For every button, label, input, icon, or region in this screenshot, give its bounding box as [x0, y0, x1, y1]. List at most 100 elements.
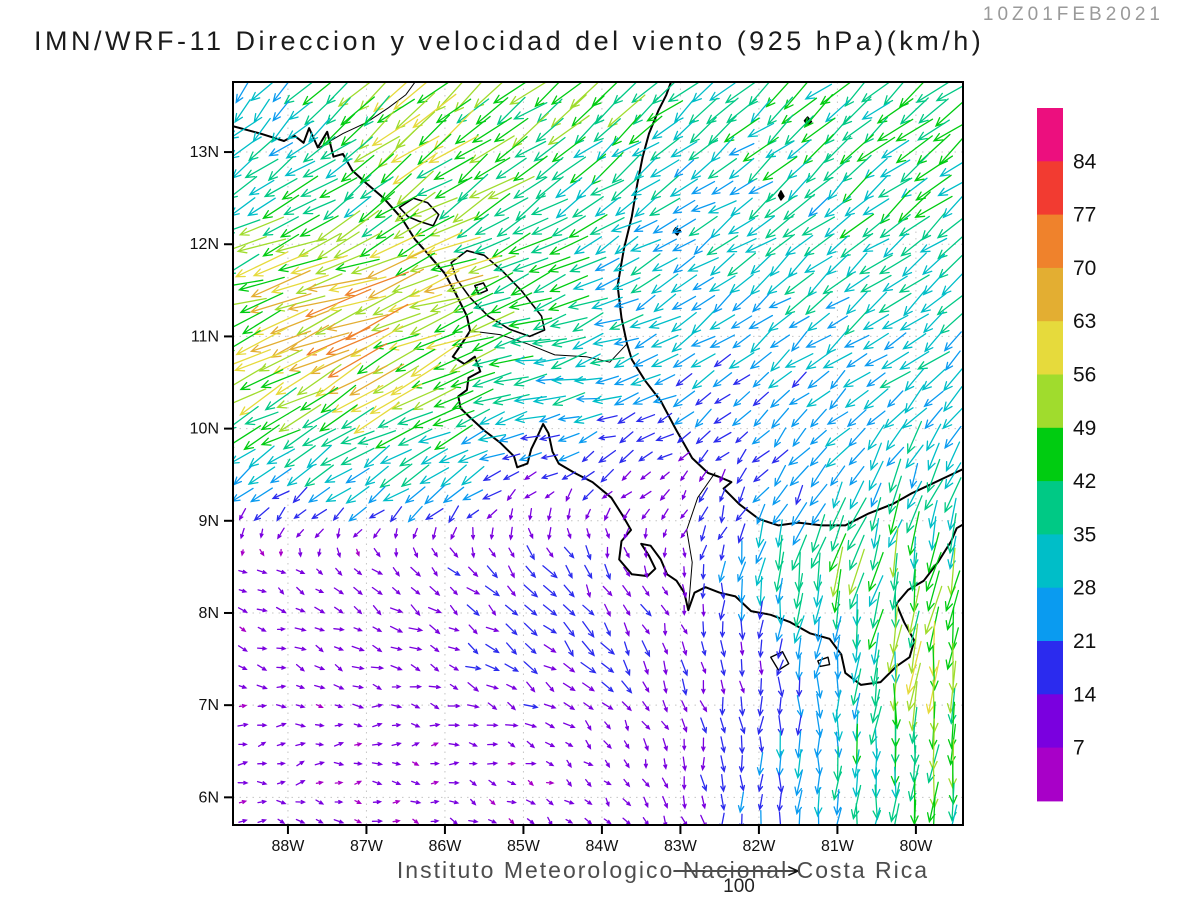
wind-arrow	[353, 606, 363, 615]
wind-arrow	[316, 568, 324, 576]
wind-arrow	[545, 741, 556, 748]
wind-arrow	[731, 410, 752, 427]
wind-arrow	[493, 334, 529, 349]
wind-arrow	[505, 723, 519, 728]
wind-arrow	[256, 684, 268, 690]
wind-arrow	[870, 482, 882, 508]
wind-arrow	[240, 549, 245, 557]
wind-arrow	[768, 297, 792, 309]
wind-arrow	[732, 334, 751, 349]
wind-arrow	[249, 487, 273, 503]
wind-arrow	[412, 761, 420, 766]
wind-arrow	[839, 134, 874, 165]
wind-arrow	[524, 643, 537, 655]
wind-arrow	[613, 337, 639, 347]
wind-arrow	[468, 566, 479, 578]
wind-arrow	[817, 808, 820, 825]
wind-arrow	[372, 333, 419, 350]
wind-arrow	[546, 798, 554, 806]
wind-arrow	[659, 471, 670, 481]
wind-arrow	[573, 413, 603, 424]
wind-arrow	[622, 817, 632, 825]
wind-arrow	[393, 528, 399, 540]
wind-arrow	[847, 516, 867, 551]
wind-arrow	[921, 368, 946, 391]
colorbar-tick-label: 63	[1073, 310, 1096, 333]
wind-arrow	[815, 675, 823, 700]
wind-arrow	[662, 642, 668, 655]
wind-arrow	[642, 701, 650, 712]
wind-arrow	[711, 180, 734, 195]
wind-arrow	[233, 349, 289, 372]
wind-arrow	[302, 199, 336, 215]
wind-arrow	[332, 507, 345, 522]
wind-arrow	[526, 740, 536, 749]
wind-arrow	[895, 118, 934, 142]
wind-arrow	[738, 540, 746, 566]
wind-arrow	[506, 642, 518, 655]
wind-arrow	[670, 141, 698, 158]
wind-arrow	[822, 352, 853, 369]
wind-arrow	[774, 464, 787, 488]
wind-arrow	[264, 387, 297, 411]
wind-arrow	[372, 290, 420, 316]
wind-arrow	[805, 334, 832, 348]
wind-arrow	[543, 584, 558, 598]
wind-arrow	[238, 742, 248, 747]
wind-arrow	[728, 352, 755, 369]
wind-arrow	[719, 544, 725, 562]
wind-arrow	[462, 489, 484, 501]
wind-arrow	[390, 135, 440, 163]
wind-arrow	[699, 544, 708, 561]
wind-arrow	[662, 795, 668, 809]
wind-arrow	[605, 546, 610, 559]
wind-arrow	[471, 354, 512, 368]
colorbar-swatch	[1037, 587, 1063, 642]
wind-arrow	[547, 295, 590, 312]
wind-arrow	[473, 82, 504, 109]
colorbar-swatch	[1037, 747, 1063, 802]
wind-arrow	[487, 702, 498, 710]
wind-arrow	[468, 624, 478, 635]
wind-arrow	[380, 173, 412, 203]
wind-arrow	[417, 431, 451, 444]
wind-arrow	[604, 507, 611, 522]
wind-arrow	[489, 292, 533, 314]
wind-arrow	[829, 497, 847, 532]
wind-arrow	[448, 780, 460, 785]
wind-arrow	[580, 661, 597, 674]
wind-arrow	[544, 491, 555, 499]
wind-arrow	[466, 509, 480, 519]
wind-arrow	[629, 238, 661, 252]
wind-arrow	[739, 696, 746, 717]
wind-arrow	[438, 194, 469, 220]
wind-arrow	[333, 819, 345, 824]
wind-arrow	[727, 252, 756, 277]
wind-arrow	[410, 343, 459, 378]
wind-arrow	[663, 758, 668, 770]
wind-arrow	[736, 467, 747, 485]
wind-arrow	[600, 642, 616, 655]
wind-arrow	[898, 82, 925, 109]
wind-arrow	[916, 133, 951, 165]
wind-arrow	[582, 621, 595, 638]
wind-arrow	[794, 551, 804, 593]
wind-arrow	[863, 175, 889, 201]
wind-arrow	[824, 115, 851, 146]
wind-arrow	[834, 656, 842, 680]
wind-arrow	[749, 351, 772, 370]
wind-arrow	[622, 585, 632, 598]
wind-arrow	[899, 313, 929, 331]
wind-arrow	[791, 371, 807, 389]
wind-arrow	[468, 819, 479, 824]
wind-arrow	[944, 477, 962, 514]
wind-arrow	[769, 252, 791, 277]
wind-arrow	[486, 565, 499, 579]
wind-arrow	[638, 451, 653, 462]
wind-arrow	[334, 258, 380, 272]
wind-arrow	[277, 818, 286, 824]
wind-arrow	[758, 736, 764, 754]
wind-arrow	[847, 427, 866, 448]
wind-arrow	[315, 780, 324, 785]
wind-arrow	[534, 82, 561, 108]
